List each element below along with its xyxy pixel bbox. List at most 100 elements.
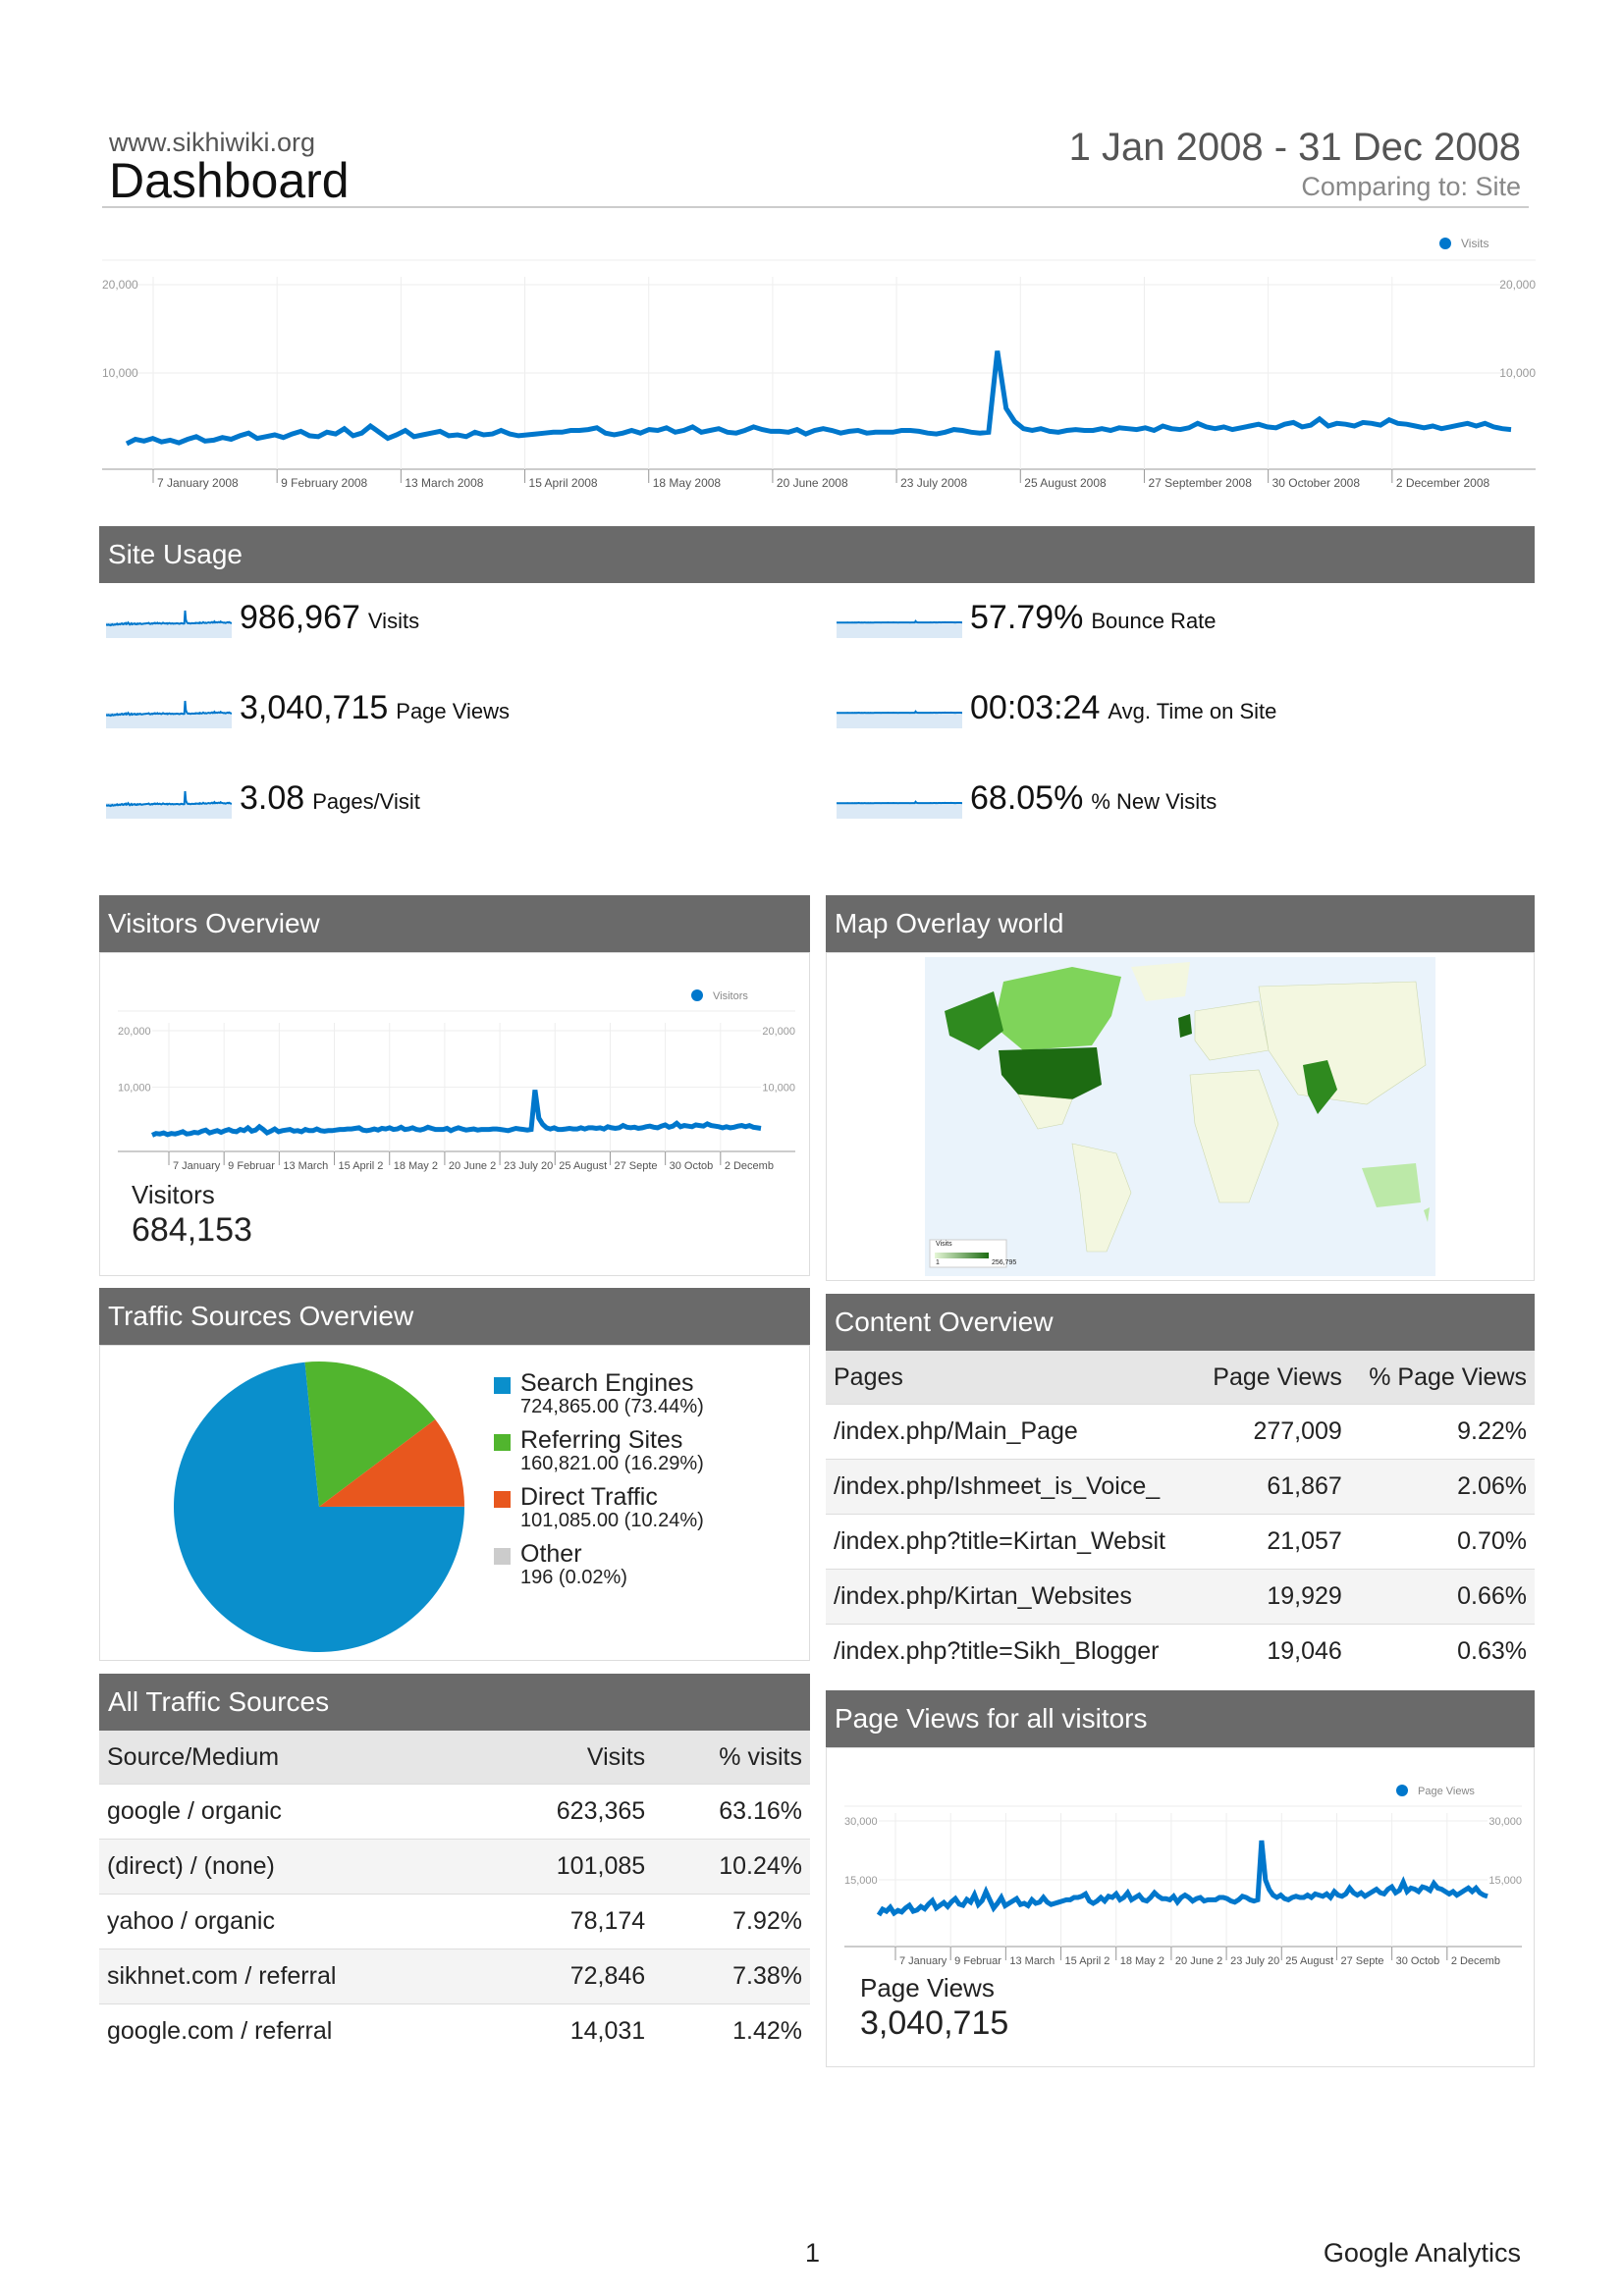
table-row: /index.php/Kirtan_Websites 19,929 0.66% xyxy=(826,1569,1535,1625)
sparkline-fill xyxy=(106,713,232,728)
x-tick-label: 27 Septe xyxy=(1340,1955,1383,1967)
table-cell-link[interactable]: (direct) / (none) xyxy=(99,1839,488,1895)
table-cell-link[interactable]: yahoo / organic xyxy=(99,1894,488,1949)
x-tick-label: 23 July 20 xyxy=(1230,1955,1279,1967)
map-uk xyxy=(1178,1014,1192,1038)
table-cell-link[interactable]: google / organic xyxy=(99,1784,488,1840)
y-tick-label-left: 10,000 xyxy=(118,1083,151,1095)
x-tick-label: 27 September 2008 xyxy=(1148,476,1252,490)
table-cell: 277,009 xyxy=(1195,1404,1350,1460)
table-cell-link[interactable]: /index.php/Ishmeet_is_Voice_ xyxy=(826,1459,1196,1515)
table-row: google.com / referral 14,031 1.42% xyxy=(99,2003,810,2058)
legend-dot xyxy=(1439,238,1451,249)
x-tick-label: 9 Februar xyxy=(228,1160,275,1172)
y-tick-label-left: 20,000 xyxy=(118,1026,151,1038)
table-cell: 101,085 xyxy=(487,1839,654,1895)
map-usa xyxy=(999,1047,1102,1099)
sparkline-fill xyxy=(106,803,232,819)
legend-item: Search Engines 724,865.00 (73.44%) xyxy=(520,1369,704,1418)
visitors-label: Visitors xyxy=(132,1180,215,1209)
table-row: /index.php/Ishmeet_is_Voice_ 61,867 2.06% xyxy=(826,1459,1535,1515)
x-tick-label: 20 June 2 xyxy=(449,1160,496,1172)
sparkline-line xyxy=(837,710,962,715)
sparkline xyxy=(837,619,962,638)
table-cell: 7.92% xyxy=(653,1894,810,1949)
sparkline-fill xyxy=(837,622,962,638)
world-map[interactable] xyxy=(925,957,1435,1276)
site-url: www.sikhiwiki.org xyxy=(109,128,316,157)
table-cell: 9.22% xyxy=(1349,1404,1535,1460)
x-tick-label: 2 December 2008 xyxy=(1396,476,1490,490)
map-overlay-header: Map Overlay world xyxy=(826,895,1535,952)
visitors-value: 684,153 xyxy=(132,1211,252,1249)
metric-value: 986,967 xyxy=(240,599,360,636)
content-overview-table: Pages Page Views% Page Views/index.php/Ma… xyxy=(826,1351,1535,1679)
date-range: 1 Jan 2008 - 31 Dec 2008 xyxy=(1068,126,1521,169)
sparkline-line xyxy=(106,610,232,627)
sparkline xyxy=(106,700,232,728)
map-australia xyxy=(1362,1163,1421,1207)
map-greenland xyxy=(1131,962,1190,1001)
metric-label: Visits xyxy=(367,609,420,633)
x-tick-label: 18 May 2 xyxy=(394,1160,438,1172)
table-header-cell[interactable]: Pages xyxy=(826,1351,1196,1405)
legend-item-label: Direct Traffic xyxy=(520,1483,658,1511)
map-canada xyxy=(994,967,1121,1050)
y-tick-label-left: 30,000 xyxy=(844,1816,878,1828)
x-tick-label: 13 March xyxy=(283,1160,328,1172)
map-legend-max: 256,795 xyxy=(992,1259,1017,1266)
visitors-overview-header: Visitors Overview xyxy=(99,895,810,952)
table-cell-link[interactable]: sikhnet.com / referral xyxy=(99,1949,488,2004)
table-cell-link[interactable]: /index.php/Main_Page xyxy=(826,1404,1196,1460)
y-tick-label-left: 20,000 xyxy=(102,278,138,292)
table-cell-link[interactable]: /index.php/Kirtan_Websites xyxy=(826,1569,1196,1625)
table-cell: 0.63% xyxy=(1349,1624,1535,1679)
metric-value: 3,040,715 xyxy=(240,689,389,726)
x-tick-label: 27 Septe xyxy=(614,1160,657,1172)
y-tick-label-right: 15,000 xyxy=(1488,1875,1522,1887)
table-cell: 14,031 xyxy=(487,2003,654,2058)
x-tick-label: 13 March xyxy=(1009,1955,1055,1967)
legend-label: Page Views xyxy=(1418,1786,1475,1797)
traffic-sources-header: Traffic Sources Overview xyxy=(99,1288,810,1345)
table-cell: 0.66% xyxy=(1349,1569,1535,1625)
table-header-cell[interactable]: % visits xyxy=(653,1731,810,1785)
x-tick-label: 9 Februar xyxy=(954,1955,1001,1967)
legend-item-value: 101,085.00 (10.24%) xyxy=(520,1510,704,1531)
map-legend-label: Visits xyxy=(936,1241,952,1248)
metric-value: 57.79% xyxy=(970,599,1084,636)
table-cell: 10.24% xyxy=(653,1839,810,1895)
x-tick-label: 30 Octob xyxy=(670,1160,714,1172)
table-cell: 21,057 xyxy=(1195,1514,1350,1570)
map-overlay-panel xyxy=(826,952,1535,1281)
table-header-cell[interactable]: Page Views xyxy=(1195,1351,1350,1405)
metric-label: % New Visits xyxy=(1091,789,1217,814)
sparkline-line xyxy=(106,790,232,808)
x-tick-label: 15 April 2 xyxy=(1065,1955,1110,1967)
metric-value: 3.08 xyxy=(240,779,305,817)
table-header-cell[interactable]: % Page Views xyxy=(1349,1351,1535,1405)
pie-slice xyxy=(304,1362,436,1507)
table-header-cell[interactable]: Visits xyxy=(487,1731,654,1785)
map-new-zealand xyxy=(1424,1207,1430,1222)
table-row: (direct) / (none) 101,085 10.24% xyxy=(99,1839,810,1895)
traffic-sources-panel xyxy=(99,1345,810,1661)
table-cell: 1.42% xyxy=(653,2003,810,2058)
pie-slice xyxy=(319,1419,464,1507)
x-tick-label: 20 June 2 xyxy=(1175,1955,1222,1967)
table-cell-link[interactable]: google.com / referral xyxy=(99,2003,488,2058)
sparkline-line xyxy=(837,619,962,624)
table-cell-link[interactable]: /index.php?title=Kirtan_Websit xyxy=(826,1514,1196,1570)
page-number: 1 xyxy=(805,2238,821,2268)
legend-item-label: Referring Sites xyxy=(520,1426,683,1454)
map-europe xyxy=(1194,1000,1270,1061)
table-row: /index.php?title=Kirtan_Websit 21,057 0.70… xyxy=(826,1514,1535,1570)
table-cell-link[interactable]: /index.php?title=Sikh_Blogger xyxy=(826,1624,1196,1679)
table-header-cell[interactable]: Source/Medium xyxy=(99,1731,488,1785)
legend-item-label: Other xyxy=(520,1540,582,1568)
table-cell: 63.16% xyxy=(653,1784,810,1840)
sparkline-line xyxy=(837,800,962,805)
x-tick-label: 18 May 2008 xyxy=(653,476,722,490)
y-tick-label-left: 15,000 xyxy=(844,1875,878,1887)
map-legend-min: 1 xyxy=(936,1259,940,1266)
